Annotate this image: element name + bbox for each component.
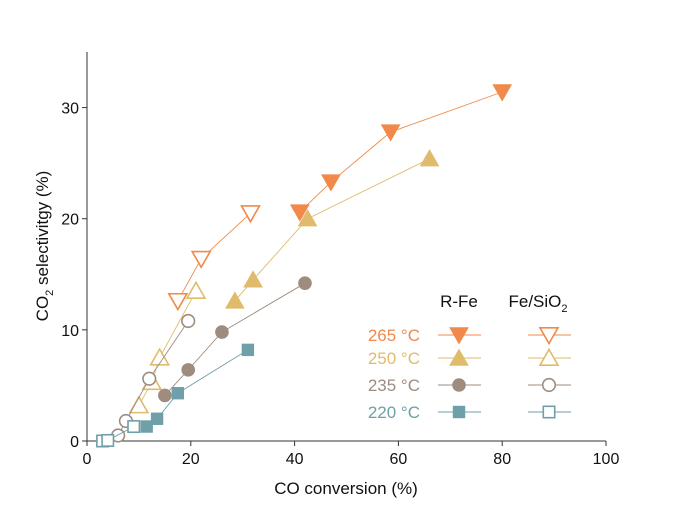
data-point — [127, 420, 141, 434]
series-0 — [289, 84, 513, 222]
y-tick-label: 0 — [70, 434, 79, 451]
legend-rows: 265 °C 250 °C 235 °C 220 °C — [368, 326, 571, 422]
series-2 — [225, 149, 440, 309]
legend-marker-fesio2 — [542, 405, 556, 419]
data-point — [380, 124, 401, 142]
legend-label: 265 °C — [368, 326, 420, 345]
y-ticks: 0 10 20 30 — [61, 101, 87, 451]
legend-marker-rfe — [452, 405, 466, 419]
legend-marker-fesio2 — [541, 377, 557, 393]
legend-marker-rfe — [449, 327, 469, 345]
x-ticks: 0 20 40 60 80 100 — [83, 441, 620, 468]
data-point — [171, 387, 185, 400]
data-point — [181, 313, 196, 329]
data-point — [185, 280, 207, 299]
y-tick-label: 30 — [61, 101, 79, 118]
legend-label: 220 °C — [368, 403, 420, 422]
x-tick-label: 0 — [83, 451, 92, 468]
y-tick-label: 20 — [61, 212, 79, 229]
legend-label: 250 °C — [368, 349, 420, 368]
series-1 — [167, 205, 261, 312]
data-point — [150, 412, 164, 425]
legend-row-1: 250 °C — [368, 347, 571, 368]
data-point — [101, 433, 115, 447]
data-point — [298, 276, 312, 290]
legend-label: 235 °C — [368, 376, 420, 395]
data-point — [128, 395, 150, 414]
data-point — [181, 363, 196, 377]
legend-marker-rfe — [449, 348, 469, 366]
series-line — [164, 282, 306, 396]
series-5 — [111, 313, 196, 443]
series-line — [177, 212, 251, 302]
data-point — [158, 388, 172, 403]
data-point — [289, 204, 310, 222]
data-point — [240, 205, 261, 224]
data-point — [419, 149, 440, 167]
data-point — [225, 291, 245, 309]
x-tick-label: 40 — [286, 451, 304, 468]
series-line — [234, 158, 430, 302]
data-point — [243, 270, 263, 288]
y-axis-label-sub: 2 — [44, 290, 56, 296]
legend-marker-fesio2 — [538, 326, 560, 346]
legend: R-Fe Fe/SiO2 265 °C 250 °C 235 °C 220 °C — [368, 292, 571, 422]
data-point — [241, 343, 255, 357]
data-point — [149, 347, 171, 366]
y-axis-label-main: CO — [33, 296, 52, 322]
legend-row-3: 220 °C — [368, 403, 571, 422]
data-point — [167, 292, 189, 312]
data-point — [321, 174, 341, 192]
series-line — [299, 91, 503, 213]
legend-header-fesio2-main: Fe/SiO — [508, 292, 561, 311]
series-7 — [96, 420, 141, 448]
legend-marker-fesio2 — [538, 347, 560, 367]
data-point — [297, 209, 318, 227]
data-point — [215, 325, 229, 339]
x-tick-label: 80 — [493, 451, 511, 468]
x-tick-label: 20 — [182, 451, 200, 468]
legend-marker-rfe — [452, 378, 466, 392]
series-6 — [140, 343, 255, 433]
data-point — [140, 420, 153, 433]
legend-header-fesio2-sub: 2 — [561, 303, 567, 315]
data-point — [142, 371, 157, 386]
y-tick-label: 10 — [61, 323, 79, 340]
x-axis-label: CO conversion (%) — [274, 479, 418, 498]
y-axis-label-rest: selectivitgy (%) — [33, 171, 52, 290]
axes: 0 20 40 60 80 100 0 10 20 30 — [61, 52, 619, 468]
legend-row-2: 235 °C — [368, 376, 571, 395]
y-axis-label: CO2 selectivitgy (%) — [33, 171, 56, 322]
legend-header-rfe: R-Fe — [440, 292, 478, 311]
legend-row-0: 265 °C — [368, 326, 571, 346]
series-layer — [96, 84, 513, 448]
legend-header-fesio2: Fe/SiO2 — [508, 292, 567, 315]
x-tick-label: 100 — [593, 451, 620, 468]
series-4 — [158, 276, 312, 403]
series-line — [117, 320, 189, 436]
data-point — [492, 84, 513, 102]
data-point — [190, 250, 212, 269]
x-tick-label: 60 — [390, 451, 408, 468]
